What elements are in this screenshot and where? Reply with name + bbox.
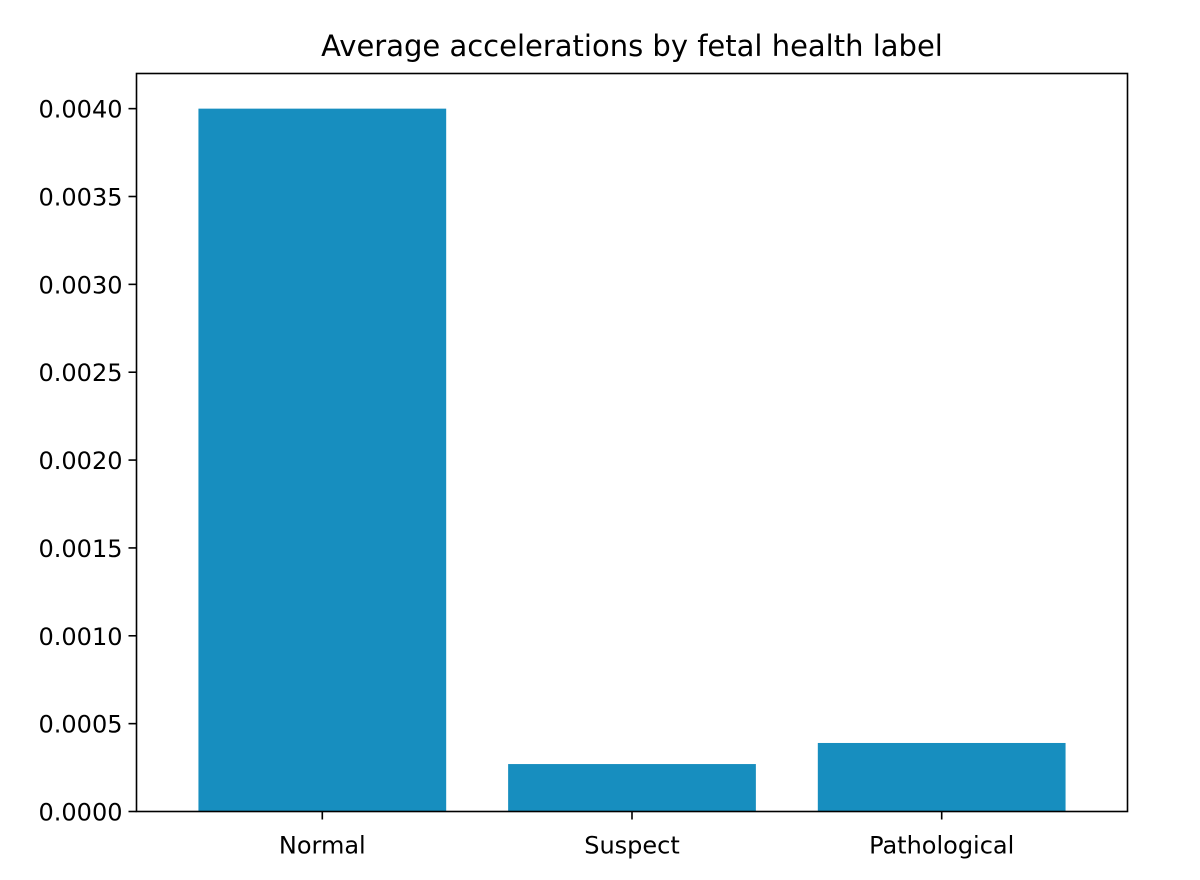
x-axis-ticks: Normal Suspect Pathological xyxy=(279,811,1014,860)
x-tick-label: Normal xyxy=(279,832,366,860)
bar-normal xyxy=(198,108,447,812)
y-tick-label: 0.0030 xyxy=(39,271,123,299)
y-tick-label: 0.0005 xyxy=(39,711,123,739)
y-tick-label: 0.0040 xyxy=(39,96,123,124)
y-tick-label: 0.0020 xyxy=(39,447,123,475)
x-tick-label: Pathological xyxy=(869,832,1014,860)
x-tick-label: Suspect xyxy=(584,832,680,860)
bar-pathological xyxy=(817,742,1066,812)
plot-frame xyxy=(135,72,1129,813)
y-tick-label: 0.0025 xyxy=(39,359,123,387)
y-tick-label: 0.0035 xyxy=(39,184,123,212)
y-axis-ticks: 0.0000 0.0005 0.0010 0.0015 0.0020 0.0025 0.00… xyxy=(39,96,137,827)
y-tick-label: 0.0000 xyxy=(39,799,123,827)
bars-group xyxy=(198,108,1066,812)
bar-suspect xyxy=(508,764,756,812)
y-tick-label: 0.0015 xyxy=(39,535,123,563)
y-tick-label: 0.0010 xyxy=(39,623,123,651)
chart-title: Average accelerations by fetal health la… xyxy=(321,29,943,63)
